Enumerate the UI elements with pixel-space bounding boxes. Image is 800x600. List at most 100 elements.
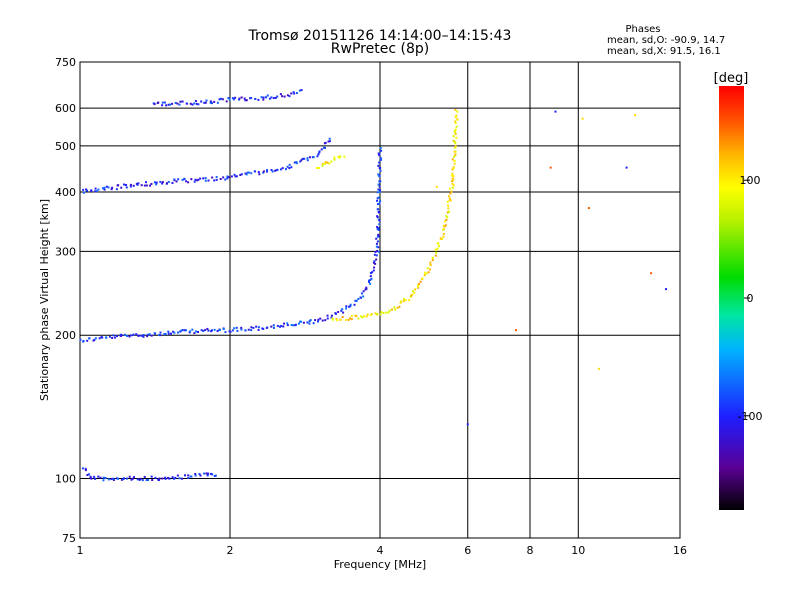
scatter-point	[286, 324, 289, 327]
scatter-point	[286, 322, 289, 325]
scatter-point	[451, 177, 454, 180]
scatter-point	[380, 157, 383, 160]
chart-subtitle: RwPretec (8p)	[331, 41, 429, 57]
scatter-point	[288, 167, 291, 170]
scatter-point	[324, 161, 327, 164]
scatter-point	[290, 166, 293, 169]
scatter-point	[211, 176, 214, 179]
scatter-point	[321, 162, 324, 165]
scatter-point	[418, 282, 421, 285]
scatter-point	[333, 158, 336, 161]
y-tick-label: 400	[55, 186, 76, 199]
scatter-point	[165, 104, 168, 107]
scatter-point	[454, 120, 457, 123]
scatter-point	[454, 128, 457, 131]
y-tick-label: 75	[62, 532, 76, 545]
scatter-point	[292, 324, 295, 327]
scatter-point	[334, 312, 337, 315]
scatter-point	[279, 93, 282, 96]
scatter-point	[308, 156, 311, 159]
scatter-point	[113, 336, 116, 339]
scatter-point	[388, 309, 391, 312]
scatter-point	[290, 324, 293, 327]
scatter-point	[157, 101, 160, 104]
scatter-point	[161, 181, 164, 184]
scatter-point	[327, 140, 330, 143]
scatter-point	[181, 100, 184, 103]
scatter-point	[455, 114, 458, 117]
scatter-point	[102, 476, 105, 479]
scatter-point	[245, 173, 248, 176]
scatter-point	[378, 174, 381, 177]
scatter-point	[165, 182, 168, 185]
scatter-point	[224, 178, 227, 181]
scatter-point	[350, 314, 353, 317]
scatter-point	[302, 321, 305, 324]
scatter-point	[270, 96, 273, 99]
scatter-point	[281, 167, 284, 170]
scatter-point	[442, 232, 445, 235]
scatter-point	[88, 337, 91, 340]
scatter-point	[454, 116, 457, 119]
scatter-point	[400, 300, 403, 303]
scatter-point	[111, 337, 114, 340]
scatter-point	[270, 169, 273, 172]
scatter-point	[323, 146, 326, 149]
scatter-point	[227, 176, 230, 179]
scatter-point	[146, 333, 149, 336]
scatter-point	[303, 157, 306, 160]
scatter-point	[396, 306, 399, 309]
scatter-point	[193, 332, 196, 335]
scatter-point	[376, 249, 379, 252]
scatter-point	[376, 225, 379, 228]
scatter-point	[349, 317, 352, 320]
scatter-point	[274, 96, 277, 99]
scatter-point	[382, 312, 385, 315]
scatter-point	[86, 339, 89, 342]
scatter-point	[376, 199, 379, 202]
scatter-point	[416, 285, 419, 288]
scatter-point	[143, 475, 146, 478]
y-tick-label: 600	[55, 102, 76, 115]
scatter-point	[205, 472, 208, 475]
scatter-point	[229, 330, 232, 333]
scatter-point	[452, 179, 455, 182]
scatter-point	[94, 190, 97, 193]
scatter-point	[634, 114, 637, 117]
scatter-point	[370, 313, 373, 316]
scatter-point	[220, 97, 223, 100]
scatter-point	[260, 96, 263, 99]
scatter-point	[183, 329, 186, 332]
scatter-point	[288, 163, 291, 166]
scatter-point	[185, 180, 188, 183]
scatter-point	[117, 477, 120, 480]
scatter-point	[184, 329, 187, 332]
scatter-point	[84, 467, 87, 470]
scatter-point	[97, 475, 100, 478]
scatter-point	[306, 157, 309, 160]
scatter-point	[173, 477, 176, 480]
scatter-point	[280, 168, 283, 171]
scatter-point	[139, 477, 142, 480]
scatter-point	[137, 182, 140, 185]
scatter-point	[252, 326, 255, 329]
scatter-point	[181, 178, 184, 181]
colorbar-ticks: 100 0 -100	[738, 174, 763, 423]
scatter-point	[143, 184, 146, 187]
scatter-point	[295, 161, 298, 164]
scatter-point	[262, 327, 265, 330]
scatter-point	[200, 100, 203, 103]
scatter-point	[376, 191, 379, 194]
scatter-point	[345, 318, 348, 321]
scatter-point	[354, 314, 357, 317]
scatter-point	[141, 479, 144, 482]
scatter-point	[413, 291, 416, 294]
scatter-point	[211, 473, 214, 476]
scatter-point	[452, 175, 455, 178]
scatter-point	[254, 97, 257, 100]
scatter-point	[454, 121, 457, 124]
scatter-point	[183, 177, 186, 180]
scatter-point	[349, 303, 352, 306]
scatter-point	[288, 95, 291, 98]
scatter-point	[391, 308, 394, 311]
